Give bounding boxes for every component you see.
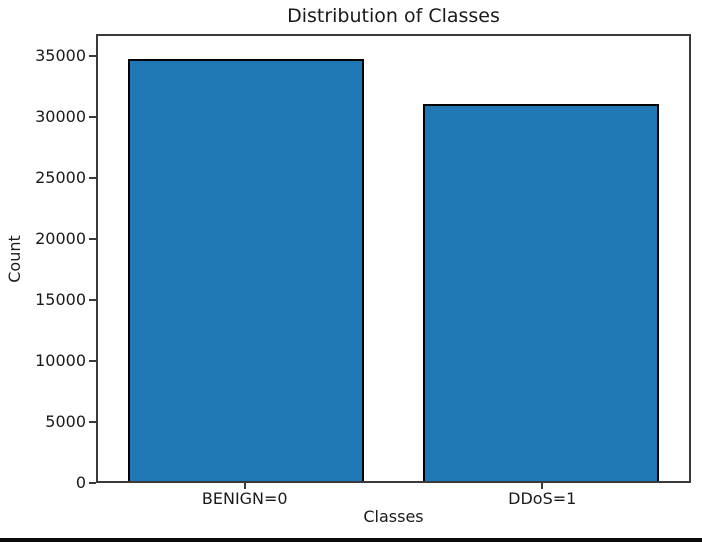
y-axis-ticks: 0 5000 10000 15000 20000 25000 30000 35000 — [0, 34, 96, 492]
y-tick-label: 25000 — [35, 167, 86, 187]
x-axis-ticks: BENIGN=0 DDoS=1 — [96, 483, 691, 513]
y-tick-mark — [89, 298, 96, 301]
y-tick-label: 0 — [75, 473, 86, 492]
x-tick-label: DDoS=1 — [508, 489, 577, 508]
x-tick-mark — [541, 483, 544, 489]
y-tick-label: 5000 — [45, 411, 86, 431]
y-tick-mark — [89, 482, 96, 484]
plot-area — [96, 34, 691, 483]
x-axis-label: Classes — [363, 507, 424, 526]
y-tick-label: 10000 — [35, 350, 86, 370]
y-tick-mark — [89, 237, 96, 240]
y-tick-mark — [89, 420, 96, 423]
x-tick-label: BENIGN=0 — [201, 489, 288, 508]
y-tick-label: 15000 — [35, 289, 86, 309]
y-tick-mark — [89, 115, 96, 118]
bar-ddos-1 — [423, 103, 660, 481]
y-tick-label: 30000 — [35, 106, 86, 126]
y-tick-mark — [89, 54, 96, 57]
x-tick-mark — [243, 483, 246, 489]
y-tick-label: 35000 — [35, 45, 86, 65]
bar-benign-0 — [127, 58, 364, 481]
y-tick-mark — [89, 176, 96, 179]
y-tick-label: 20000 — [35, 228, 86, 248]
chart-title: Distribution of Classes — [287, 5, 500, 27]
window-bottom-border — [0, 538, 702, 542]
y-tick-mark — [89, 359, 96, 362]
y-axis-label: Count — [5, 235, 24, 283]
